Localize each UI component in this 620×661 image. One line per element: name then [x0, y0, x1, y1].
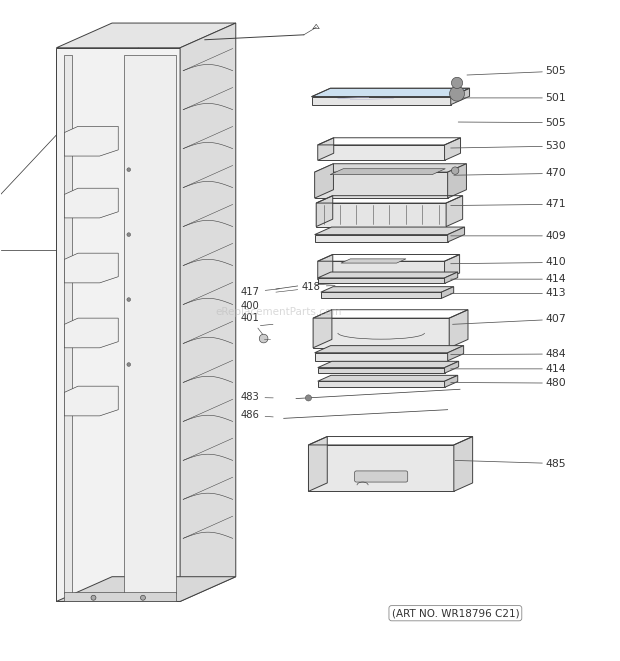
Polygon shape [64, 188, 118, 218]
Polygon shape [341, 259, 406, 263]
Text: 485: 485 [455, 459, 565, 469]
Text: 483: 483 [241, 393, 273, 403]
Polygon shape [317, 362, 459, 368]
Circle shape [451, 167, 459, 175]
Polygon shape [449, 310, 468, 348]
Polygon shape [445, 254, 459, 280]
Text: 470: 470 [454, 169, 566, 178]
Polygon shape [56, 23, 236, 48]
Polygon shape [445, 362, 459, 373]
Polygon shape [314, 227, 464, 235]
Text: 486: 486 [241, 410, 273, 420]
Polygon shape [314, 353, 448, 361]
Circle shape [306, 395, 311, 401]
Polygon shape [317, 368, 445, 373]
Text: 400: 400 [241, 301, 259, 311]
Polygon shape [448, 227, 464, 242]
Polygon shape [330, 169, 445, 175]
Text: 414: 414 [451, 274, 565, 284]
Text: 407: 407 [453, 315, 566, 325]
Polygon shape [448, 346, 464, 361]
Text: (ART NO. WR18796 C21): (ART NO. WR18796 C21) [392, 608, 519, 618]
Polygon shape [64, 592, 175, 602]
Circle shape [127, 297, 131, 301]
Polygon shape [64, 56, 72, 594]
Polygon shape [309, 436, 327, 491]
Circle shape [127, 363, 131, 366]
Polygon shape [64, 386, 118, 416]
Polygon shape [317, 254, 333, 280]
Polygon shape [317, 278, 445, 284]
Text: 401: 401 [241, 313, 264, 336]
Polygon shape [309, 445, 454, 491]
Polygon shape [317, 272, 458, 278]
Polygon shape [454, 436, 472, 491]
Polygon shape [313, 310, 332, 348]
Text: 530: 530 [451, 141, 566, 151]
Polygon shape [180, 23, 236, 602]
Polygon shape [319, 215, 458, 221]
Polygon shape [317, 375, 458, 381]
Polygon shape [316, 203, 446, 227]
Polygon shape [317, 261, 445, 280]
Polygon shape [311, 97, 451, 104]
Polygon shape [313, 318, 449, 348]
Polygon shape [312, 479, 467, 486]
Polygon shape [321, 292, 441, 298]
Wedge shape [450, 87, 464, 101]
Text: 417: 417 [241, 287, 280, 297]
Circle shape [127, 233, 131, 237]
Polygon shape [451, 89, 469, 104]
Polygon shape [316, 335, 463, 343]
Text: 409: 409 [451, 231, 566, 241]
Polygon shape [445, 375, 458, 387]
Text: 484: 484 [451, 349, 565, 359]
Polygon shape [321, 149, 456, 155]
Polygon shape [125, 56, 175, 594]
Circle shape [141, 596, 146, 600]
Text: 414: 414 [451, 364, 565, 374]
Polygon shape [56, 48, 180, 602]
Polygon shape [321, 269, 455, 275]
Text: eReplacementParts.com: eReplacementParts.com [216, 307, 342, 317]
Polygon shape [314, 235, 448, 242]
Circle shape [127, 168, 131, 171]
Polygon shape [317, 381, 445, 387]
Polygon shape [445, 272, 458, 284]
Polygon shape [321, 287, 454, 292]
Text: 413: 413 [451, 288, 565, 298]
Wedge shape [451, 77, 463, 89]
Circle shape [91, 596, 96, 600]
Circle shape [259, 334, 268, 343]
Polygon shape [64, 126, 118, 156]
Text: 410: 410 [451, 257, 566, 268]
Polygon shape [56, 576, 236, 602]
FancyBboxPatch shape [355, 471, 408, 482]
Polygon shape [314, 172, 448, 198]
Polygon shape [317, 145, 445, 161]
Polygon shape [317, 137, 334, 161]
Text: 505: 505 [467, 66, 566, 76]
Text: 418: 418 [302, 282, 335, 292]
Polygon shape [448, 164, 466, 198]
Polygon shape [314, 346, 464, 353]
Polygon shape [316, 196, 333, 227]
Polygon shape [314, 164, 466, 172]
Text: 505: 505 [458, 118, 566, 128]
Polygon shape [64, 318, 118, 348]
Polygon shape [64, 253, 118, 283]
Text: 471: 471 [451, 200, 565, 210]
Polygon shape [441, 287, 454, 298]
Polygon shape [445, 137, 461, 161]
Polygon shape [311, 89, 469, 97]
Text: 501: 501 [451, 93, 566, 103]
Text: 480: 480 [451, 378, 566, 388]
Polygon shape [446, 196, 463, 227]
Polygon shape [314, 164, 334, 198]
